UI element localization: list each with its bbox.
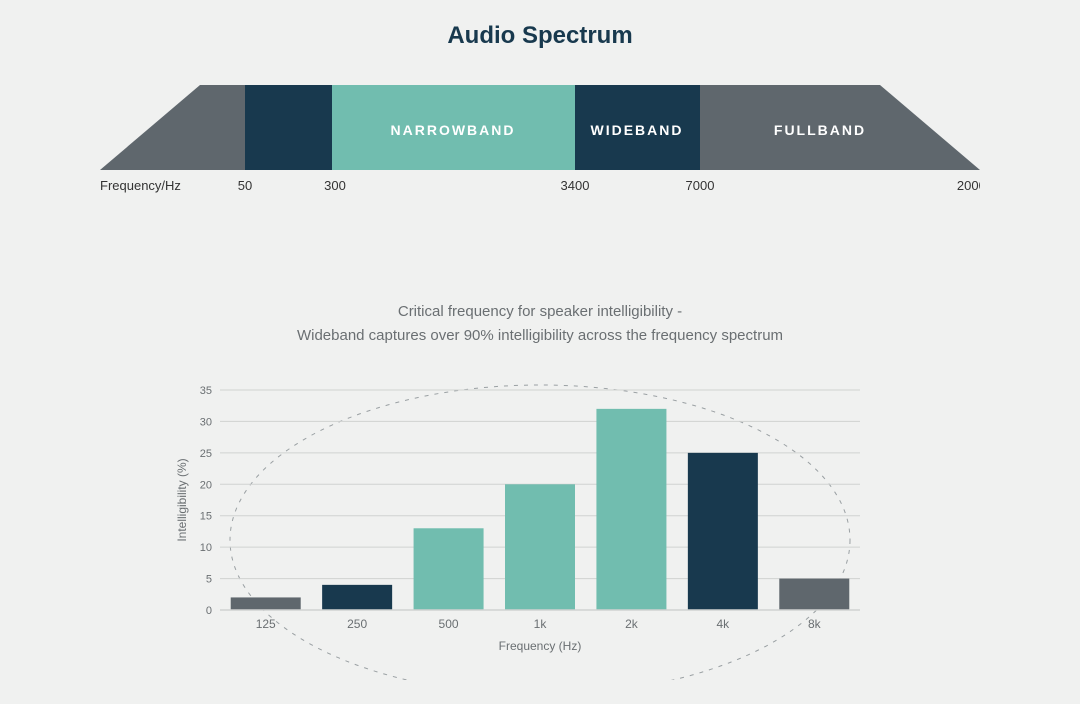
ytick-10: 10 xyxy=(200,542,212,554)
spectrum-label-fullband: FULLBAND xyxy=(774,122,866,138)
page-title: Audio Spectrum xyxy=(0,0,1080,50)
ytick-15: 15 xyxy=(200,511,212,523)
intelligibility-chart: 0 5 10 15 20 25 30 35 125 250 500 1k 2k 4k 8k Frequency… xyxy=(170,380,910,680)
bar-8k xyxy=(779,579,849,610)
xtick-500: 500 xyxy=(439,617,459,631)
freq-tick-50: 50 xyxy=(238,178,252,193)
xtick-4k: 4k xyxy=(717,617,731,631)
subtitle-l2: Wideband captures over 90% intelligibili… xyxy=(297,327,783,344)
freq-tick-20000: 20000 xyxy=(957,178,980,193)
bar-2k xyxy=(596,409,666,610)
freq-tick-7000: 7000 xyxy=(686,178,715,193)
xtick-2k: 2k xyxy=(625,617,639,631)
ytick-20: 20 xyxy=(200,479,212,491)
ytick-35: 35 xyxy=(200,385,212,397)
spectrum-diagram: NARROWBAND WIDEBAND FULLBAND Frequency/Hz 50… xyxy=(100,85,980,205)
spectrum-pre xyxy=(100,85,245,170)
freq-axis-label: Frequency/Hz xyxy=(100,178,181,193)
bar-1k xyxy=(505,484,575,610)
ytick-5: 5 xyxy=(206,574,212,586)
subtitle: Critical frequency for speaker intelligi… xyxy=(0,300,1080,348)
ytick-25: 25 xyxy=(200,448,212,460)
ylabel: Intelligibility (%) xyxy=(175,458,189,541)
xtick-8k: 8k xyxy=(808,617,822,631)
xlabel: Frequency (Hz) xyxy=(499,639,582,653)
bar-125 xyxy=(231,597,301,610)
spectrum-label-narrowband: NARROWBAND xyxy=(391,122,516,138)
bar-250 xyxy=(322,585,392,610)
spectrum-low xyxy=(245,85,332,170)
freq-tick-3400: 3400 xyxy=(561,178,590,193)
xtick-250: 250 xyxy=(347,617,367,631)
bar-4k xyxy=(688,453,758,610)
bar-500 xyxy=(414,528,484,610)
spectrum-label-wideband: WIDEBAND xyxy=(591,122,684,138)
freq-tick-300: 300 xyxy=(324,178,346,193)
subtitle-l1: Critical frequency for speaker intelligi… xyxy=(398,303,682,320)
xtick-1k: 1k xyxy=(534,617,548,631)
ytick-30: 30 xyxy=(200,416,212,428)
xtick-125: 125 xyxy=(256,617,276,631)
ytick-0: 0 xyxy=(206,605,212,617)
